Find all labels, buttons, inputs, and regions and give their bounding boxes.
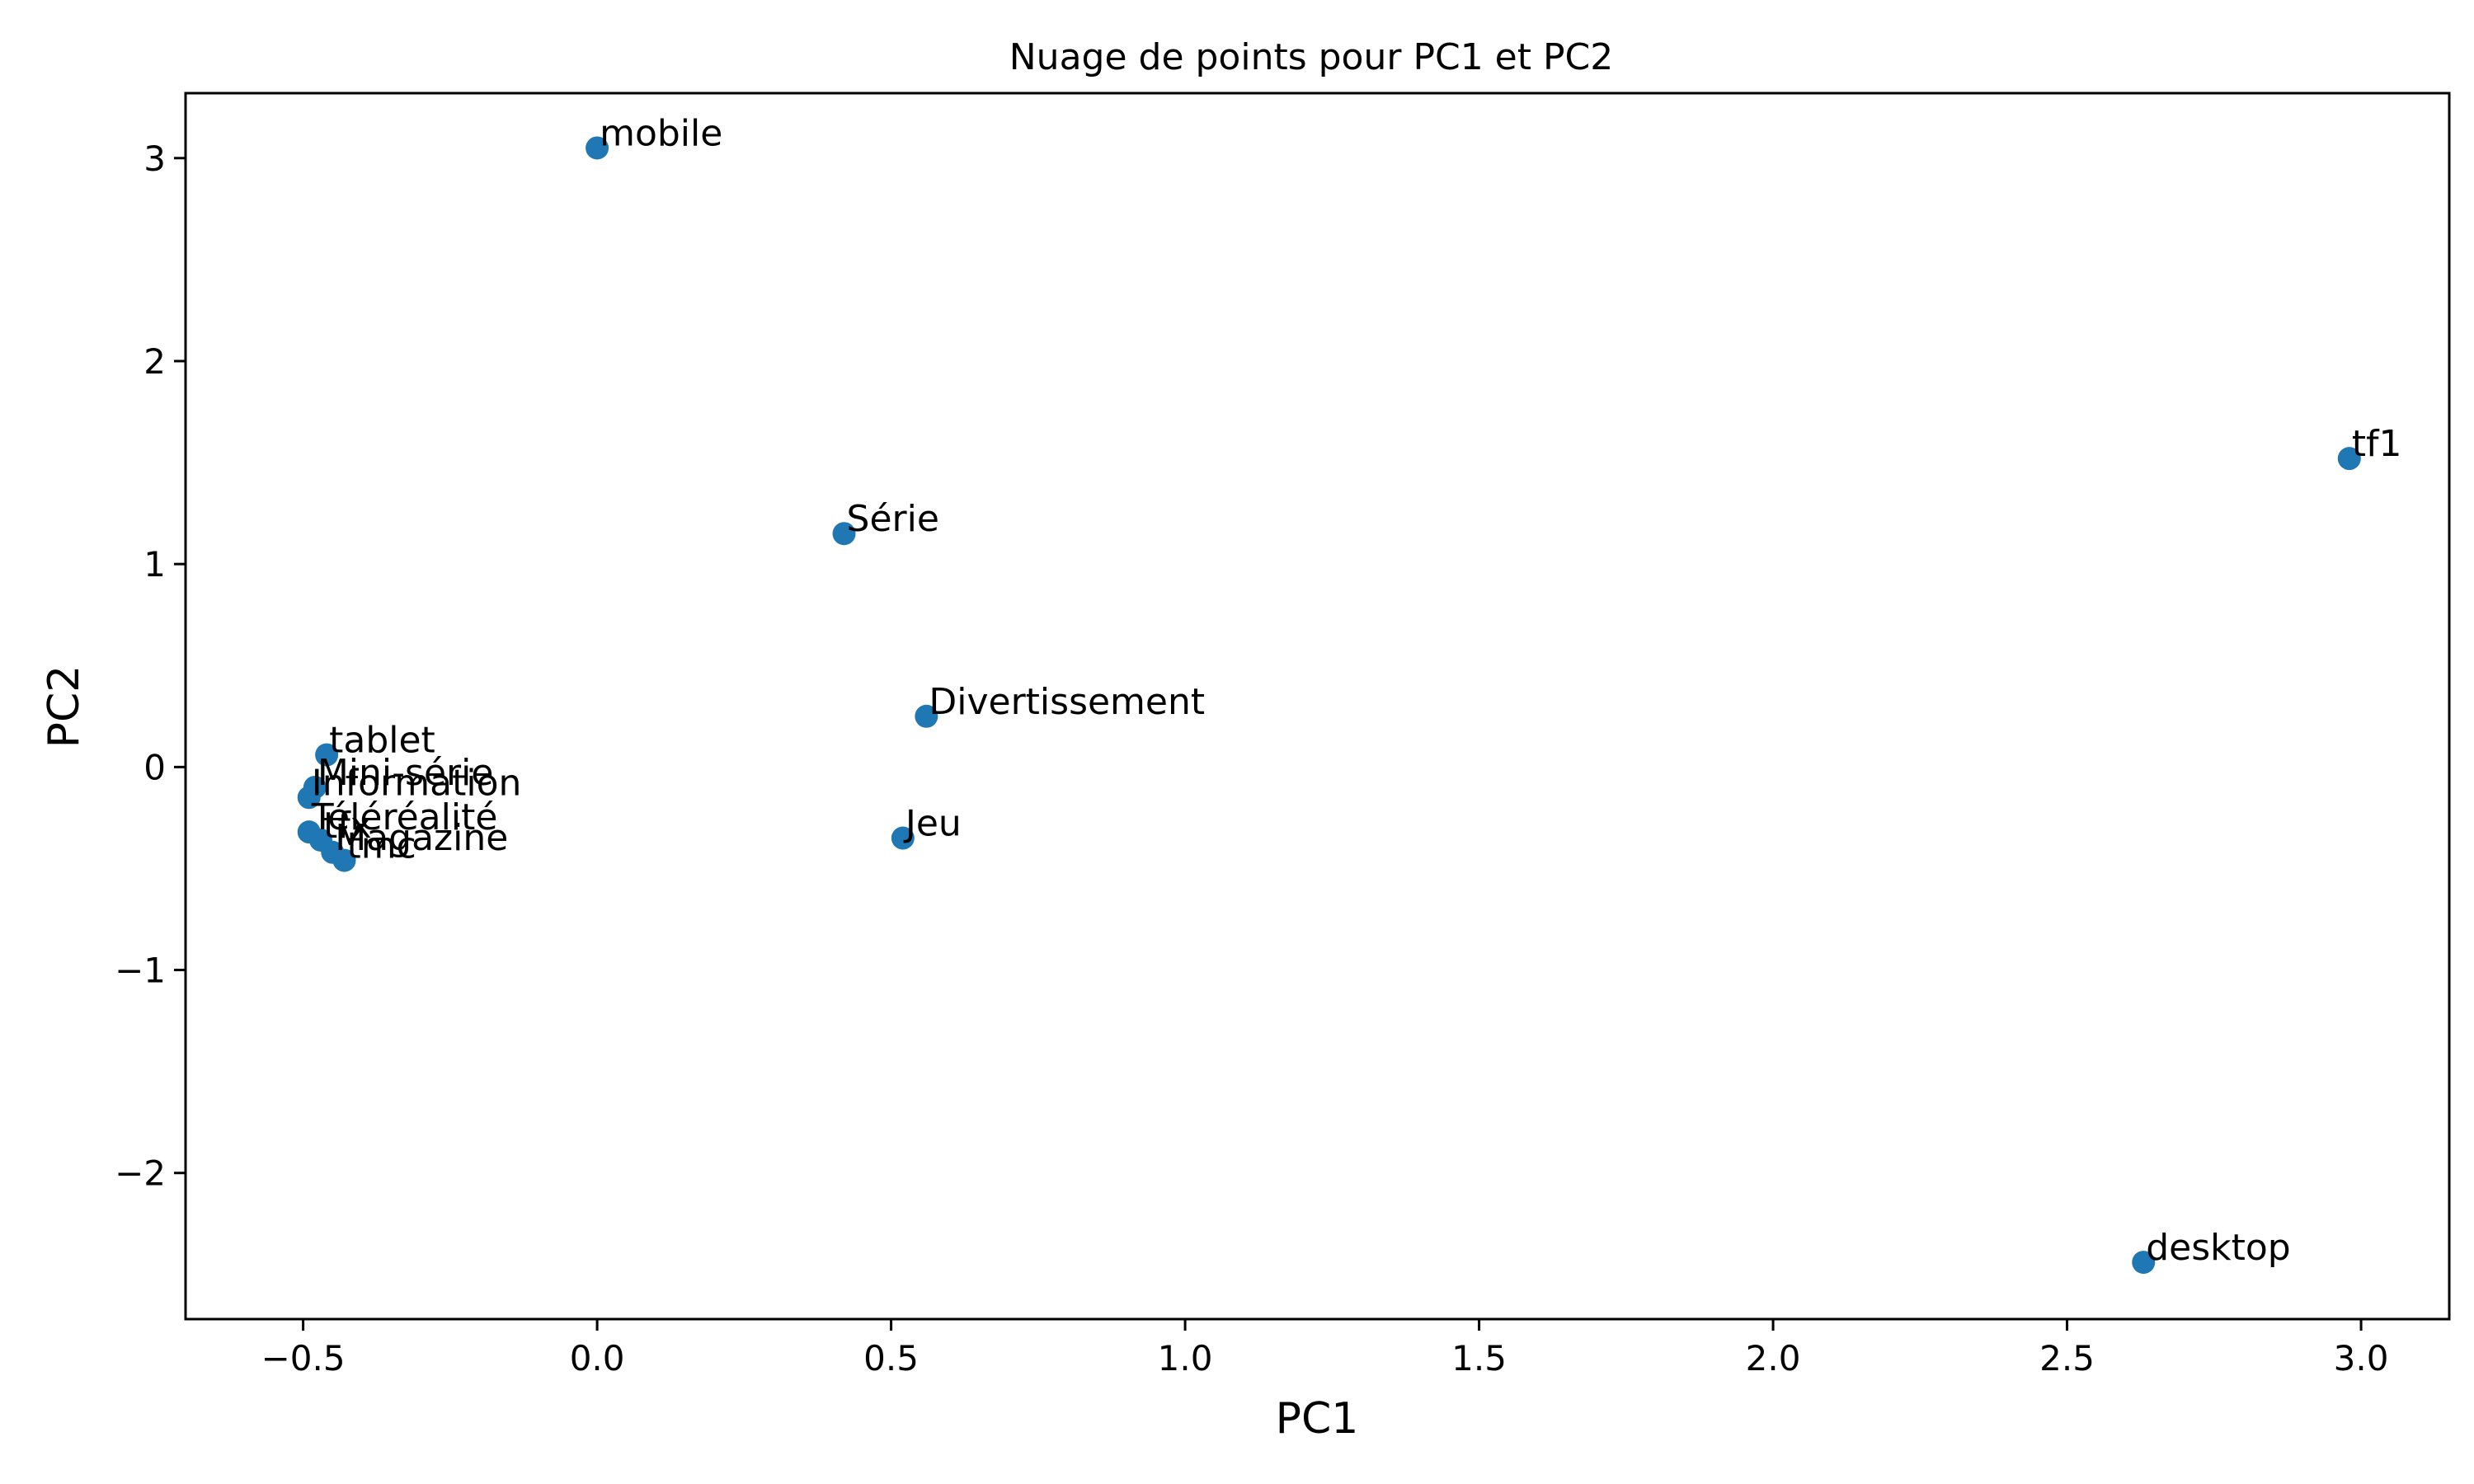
y-axis: −2 −1 0 1 2 3 [115,139,186,1194]
y-tick-label: −2 [115,1153,166,1194]
data-point-label: tfx [323,805,372,847]
data-point [315,743,339,767]
data-point-label: tf1 [2352,423,2402,465]
data-point [832,522,856,546]
plot-area-frame [184,92,2451,1321]
data-point-label: Information [312,762,522,804]
x-tick-label: 1.5 [1451,1338,1507,1378]
x-tick-label: 3.0 [2334,1338,2389,1378]
y-tick-label: −1 [115,951,166,991]
data-point [2337,447,2361,471]
data-point-label: tmc [347,825,416,867]
y-tick-label: 3 [143,139,166,179]
y-tick-label: 2 [143,341,166,382]
data-point [297,786,321,810]
data-point-labels: mobile tf1 Série Divertissement Jeu desktop ta… [311,112,2402,1269]
x-tick-label: 0.0 [570,1338,625,1378]
x-axis: −0.5 0.0 0.5 1.0 1.5 2.0 2.5 3.0 [261,1319,2389,1378]
data-points [297,136,2361,1275]
data-point-label: Divertissement [929,681,1205,723]
x-tick-label: 0.5 [863,1338,919,1378]
data-point-label: mobile [600,112,722,154]
y-tick-label: 0 [143,747,166,787]
data-point [891,826,915,850]
data-point-label: Magazine [335,817,508,859]
y-tick-label: 1 [143,544,166,585]
data-point-label: tablet [329,720,435,762]
data-point-label: Jeu [903,803,962,845]
chart-title: Nuage de points pour PC1 et PC2 [1009,36,1613,78]
data-point-label: Téléréalité [311,796,498,838]
x-tick-label: 2.0 [1746,1338,1801,1378]
data-point [332,848,356,872]
data-point-label: desktop [2146,1227,2291,1269]
x-tick-label: 1.0 [1158,1338,1213,1378]
data-point-label: Série [847,498,939,540]
x-axis-label: PC1 [1276,1394,1359,1444]
data-point [2132,1251,2156,1275]
x-tick-label: 2.5 [2039,1338,2095,1378]
data-point [915,704,938,728]
data-point-label: Mini-série [317,752,494,794]
x-tick-label: −0.5 [261,1338,346,1378]
data-point [586,136,609,160]
y-axis-label: PC2 [40,665,89,749]
